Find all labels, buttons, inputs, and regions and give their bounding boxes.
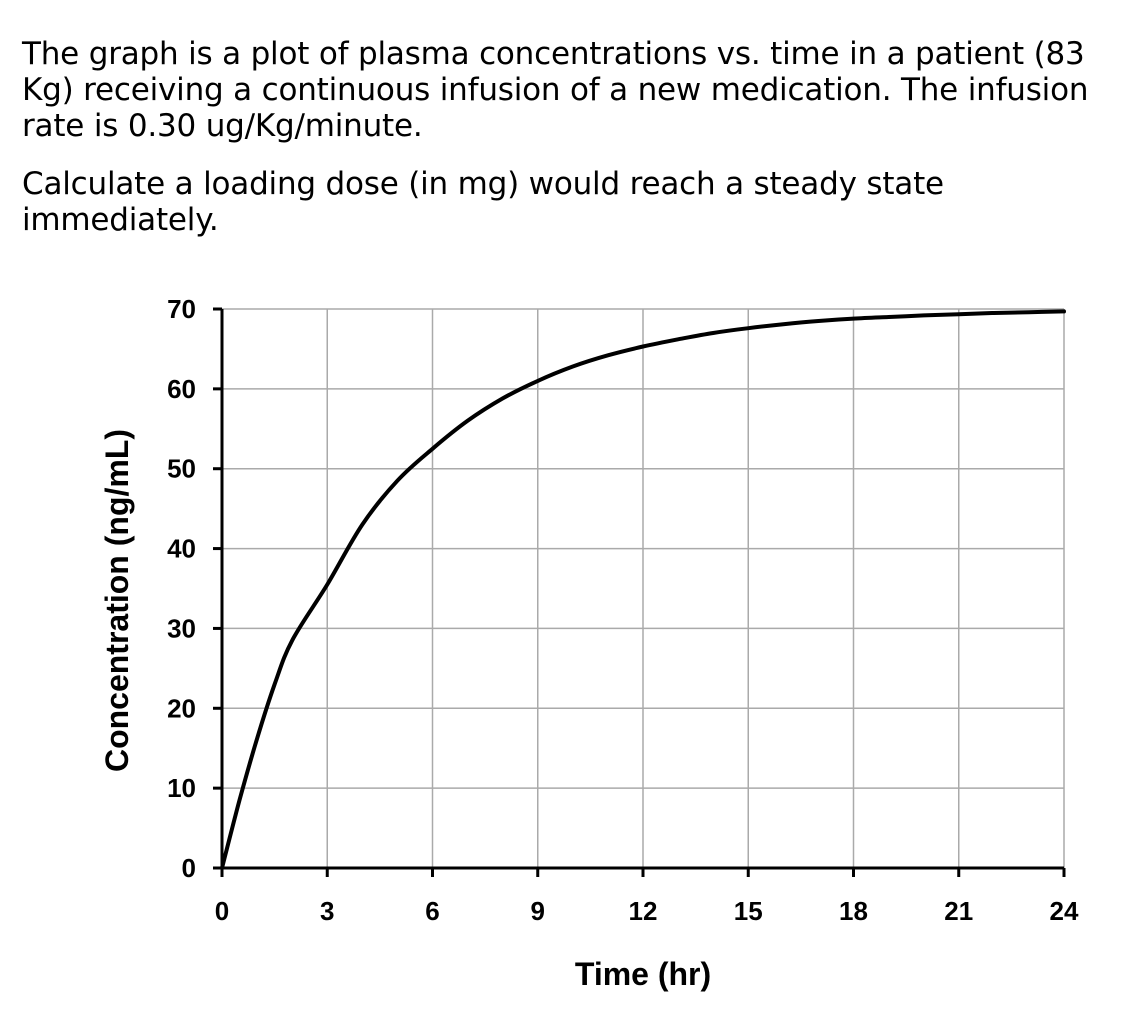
question-paragraph-1: The graph is a plot of plasma concentrat… <box>22 36 1089 144</box>
x-tick-label: 9 <box>531 896 545 926</box>
x-tick-label: 15 <box>734 896 763 926</box>
y-tick-label: 70 <box>167 294 196 324</box>
y-tick-label: 50 <box>167 454 196 484</box>
x-tick-label: 18 <box>839 896 868 926</box>
y-tick-label: 10 <box>167 773 196 803</box>
question-text: The graph is a plot of plasma concentrat… <box>22 36 1128 238</box>
x-tick-label: 0 <box>215 896 229 926</box>
y-axis-title: Concentration (ng/mL) <box>99 429 135 772</box>
x-tick-label: 6 <box>425 896 439 926</box>
chart-grid <box>222 308 1065 868</box>
y-tick-label: 30 <box>167 613 196 643</box>
x-tick-label: 12 <box>629 896 658 926</box>
x-tick-label: 21 <box>944 896 973 926</box>
y-tick-label: 20 <box>167 693 196 723</box>
y-tick-label: 40 <box>167 534 196 564</box>
y-tick-label: 60 <box>167 374 196 404</box>
x-tick-label: 24 <box>1050 896 1079 926</box>
concentration-curve <box>220 309 1066 870</box>
question-paragraph-2: Calculate a loading dose (in mg) would r… <box>22 166 944 238</box>
y-tick-label: 0 <box>182 853 196 883</box>
x-tick-label: 3 <box>320 896 334 926</box>
chart-ticks: 0 3 6 9 12 15 18 21 24 0 10 20 30 40 50 60 70 <box>167 294 1079 926</box>
x-axis-title: Time (hr) <box>575 956 711 992</box>
